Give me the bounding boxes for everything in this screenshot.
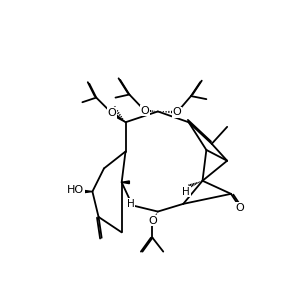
Text: O: O [148,216,157,226]
Polygon shape [82,190,92,193]
Text: H: H [182,187,190,196]
Polygon shape [111,112,126,122]
Text: O: O [107,108,116,118]
Text: H: H [127,199,135,209]
Text: O: O [140,106,149,116]
Polygon shape [122,181,129,184]
Text: O: O [236,203,245,213]
Text: HO: HO [67,185,84,195]
Text: O: O [173,107,182,117]
